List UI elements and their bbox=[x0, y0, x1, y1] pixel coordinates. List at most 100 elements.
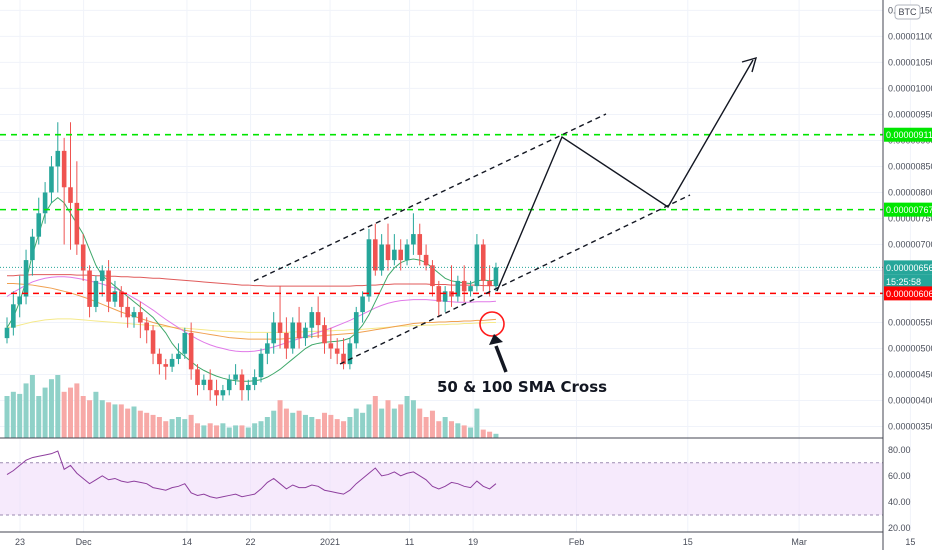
candle-body bbox=[277, 322, 283, 333]
candle-body bbox=[474, 244, 480, 287]
sma-line bbox=[6, 318, 496, 333]
volume-bar bbox=[283, 408, 289, 438]
grid-lines bbox=[0, 0, 911, 532]
currency-badge[interactable]: BTC bbox=[894, 4, 921, 20]
time-tick-label: 15 bbox=[905, 537, 915, 547]
volume-bar bbox=[4, 396, 10, 438]
candle-body bbox=[207, 379, 213, 391]
annotation-arrow-shaft bbox=[494, 345, 508, 373]
price-tick-label: 0.00000800 bbox=[888, 187, 932, 197]
candle-body bbox=[131, 312, 137, 318]
candle-body bbox=[366, 239, 372, 297]
volume-bars bbox=[4, 375, 499, 438]
candle-body bbox=[182, 332, 188, 354]
volume-bar bbox=[188, 414, 194, 438]
volume-bar bbox=[233, 425, 239, 438]
candle-body bbox=[233, 374, 238, 380]
time-tick-label: 23 bbox=[15, 537, 25, 547]
current-price-label: 0.00000656 bbox=[886, 263, 932, 273]
volume-bar bbox=[442, 417, 448, 438]
volume-bar bbox=[328, 414, 334, 438]
volume-bar bbox=[137, 410, 143, 438]
time-tick-label: 14 bbox=[182, 537, 192, 547]
candle-body bbox=[106, 270, 111, 302]
price-tick-label: 0.00000450 bbox=[888, 370, 932, 380]
volume-bar bbox=[366, 404, 372, 438]
volume-bar bbox=[87, 400, 93, 438]
countdown-label-box bbox=[884, 274, 932, 289]
price-tick-label: 0.00000700 bbox=[888, 239, 932, 249]
candle-body bbox=[93, 280, 99, 307]
volume-bar bbox=[468, 427, 474, 438]
volume-bar bbox=[156, 417, 162, 438]
rsi-axis: 80.00 60.00 40.00 20.00 bbox=[888, 445, 911, 533]
volume-bar bbox=[93, 391, 99, 438]
volume-bar bbox=[125, 408, 131, 438]
candle-body bbox=[68, 187, 73, 203]
candle-body bbox=[61, 150, 67, 188]
resistance-upper-label-box bbox=[884, 127, 932, 142]
volume-bar bbox=[220, 423, 226, 438]
volume-bar bbox=[175, 417, 181, 438]
annotation-arrow-head bbox=[489, 334, 503, 345]
price-tick-label: 0.00001000 bbox=[888, 83, 932, 93]
candle-body bbox=[4, 327, 10, 339]
rsi-tick-label: 20.00 bbox=[888, 523, 911, 533]
time-axis[interactable]: 23Dec142220211119Feb15Mar1523Apr1 bbox=[15, 537, 932, 547]
candle-body bbox=[252, 377, 257, 385]
volume-bar bbox=[99, 400, 105, 438]
volume-bar bbox=[417, 408, 423, 438]
trend-drawings bbox=[253, 56, 758, 373]
volume-bar bbox=[10, 391, 16, 438]
candle-body bbox=[334, 348, 340, 354]
volume-bar bbox=[48, 379, 54, 438]
candle-body bbox=[392, 249, 397, 261]
candle-body bbox=[404, 244, 410, 261]
volume-bar bbox=[264, 417, 270, 438]
resistance-lower-label-box bbox=[884, 202, 932, 217]
volume-bar bbox=[252, 423, 258, 438]
candle-body bbox=[385, 244, 391, 261]
candle-body bbox=[296, 322, 302, 339]
volume-bar bbox=[239, 425, 245, 438]
volume-bar bbox=[449, 421, 454, 438]
candle-body bbox=[188, 332, 194, 370]
candle-body bbox=[322, 325, 327, 344]
channel-lower-line bbox=[339, 194, 691, 365]
cross-highlight-circle bbox=[479, 311, 505, 337]
projection-arrowhead bbox=[741, 56, 758, 73]
candle-body bbox=[265, 343, 270, 354]
time-tick-label: 22 bbox=[246, 537, 256, 547]
price-tick-label: 0.00001050 bbox=[888, 57, 932, 67]
price-tick-label: 0.00000400 bbox=[888, 396, 932, 406]
candle-body bbox=[195, 369, 200, 385]
candle-body bbox=[163, 364, 169, 367]
countdown-label: 15:25:58 bbox=[886, 277, 921, 287]
currency-label: BTC bbox=[899, 7, 918, 17]
candle-body bbox=[284, 332, 289, 349]
time-tick-label: 11 bbox=[405, 537, 414, 547]
volume-bar bbox=[144, 412, 150, 438]
candle-body bbox=[315, 312, 321, 326]
price-tick-label: 0.00000850 bbox=[888, 161, 932, 171]
candle-body bbox=[119, 291, 124, 307]
volume-bar bbox=[80, 396, 86, 438]
candle-body bbox=[379, 244, 384, 271]
candle-body bbox=[411, 234, 416, 245]
volume-bar bbox=[436, 421, 442, 438]
candle-body bbox=[99, 270, 105, 281]
candle-body bbox=[125, 306, 130, 318]
volume-bar bbox=[353, 408, 359, 438]
volume-bar bbox=[455, 423, 461, 438]
volume-bar bbox=[258, 421, 264, 438]
candle-body bbox=[417, 234, 423, 255]
volume-bar bbox=[360, 412, 366, 438]
volume-bar bbox=[290, 412, 296, 438]
candle-body bbox=[341, 353, 346, 365]
volume-bar bbox=[214, 425, 220, 438]
candle-body bbox=[328, 343, 334, 349]
rsi-band bbox=[0, 462, 883, 516]
volume-bar bbox=[309, 417, 315, 438]
